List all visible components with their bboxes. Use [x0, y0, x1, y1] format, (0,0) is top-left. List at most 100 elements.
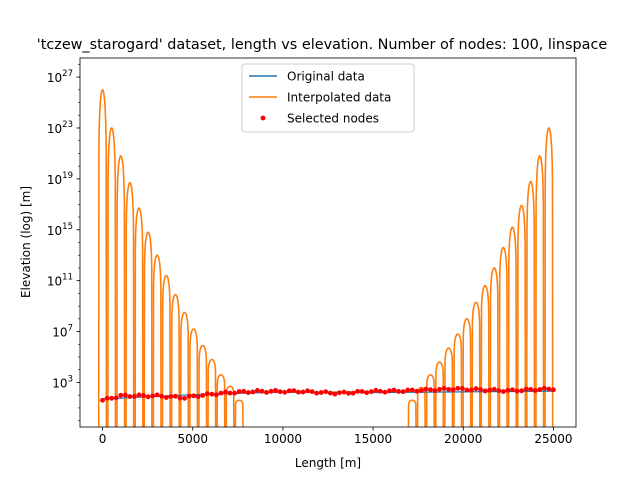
selected-node-marker — [551, 387, 556, 393]
selected-node-marker — [232, 390, 238, 396]
selected-node-marker — [469, 387, 474, 393]
selected-node-marker — [136, 392, 142, 398]
interpolated-peak — [498, 246, 508, 427]
interpolated-peak — [134, 207, 144, 427]
x-axis: 0 5000 10000 15000 20000 25000 — [99, 427, 573, 446]
selected-node-marker — [323, 389, 329, 395]
selected-node-marker — [100, 397, 105, 403]
interpolated-peak — [462, 318, 472, 427]
selected-node-marker — [368, 389, 374, 395]
legend-selected-nodes-swatch — [260, 115, 266, 121]
selected-node-marker — [409, 387, 415, 393]
selected-node-marker — [355, 388, 361, 394]
selected-node-marker — [218, 390, 224, 396]
selected-node-marker — [259, 388, 265, 394]
selected-node-marker — [127, 394, 133, 399]
selected-node-marker — [446, 387, 452, 392]
selected-node-marker — [528, 386, 534, 392]
y-tick-label: 1023 — [47, 120, 73, 136]
series-interpolated-data — [97, 88, 554, 427]
selected-node-marker — [314, 390, 320, 396]
interpolated-peak — [434, 361, 445, 427]
legend-interpolated-data-label: Interpolated data — [287, 91, 391, 105]
y-tick-base: 10 — [47, 122, 62, 136]
selected-node-marker — [264, 389, 269, 395]
y-tick-exponent: 15 — [62, 222, 73, 232]
selected-node-marker — [428, 387, 433, 393]
selected-node-marker — [168, 394, 174, 399]
interpolated-peak — [170, 293, 181, 427]
y-tick-label: 103 — [52, 374, 73, 390]
selected-node-marker — [295, 389, 301, 395]
selected-node-marker — [523, 386, 529, 392]
selected-node-marker — [273, 387, 279, 393]
selected-node-marker — [532, 388, 538, 393]
selected-node-marker — [141, 393, 146, 398]
interpolated-peak — [480, 284, 490, 427]
y-tick-exponent: 3 — [68, 374, 73, 384]
selected-node-marker — [309, 389, 315, 395]
selected-node-marker — [255, 388, 260, 393]
selected-node-marker — [387, 388, 392, 394]
selected-node-marker — [364, 390, 370, 396]
selected-node-marker — [514, 388, 520, 394]
selected-node-marker — [377, 388, 383, 394]
selected-node-marker — [300, 389, 306, 395]
y-tick-exponent: 19 — [62, 171, 73, 181]
y-tick-base: 10 — [47, 173, 62, 187]
y-tick-base: 10 — [47, 224, 62, 238]
selected-node-marker — [150, 393, 156, 399]
y-tick-exponent: 11 — [62, 273, 73, 283]
x-tick-label: 10000 — [264, 432, 302, 446]
x-tick-label: 5000 — [177, 432, 208, 446]
selected-node-marker — [441, 385, 447, 391]
interpolated-peak — [453, 333, 463, 427]
interpolated-peak — [189, 328, 199, 427]
selected-node-marker — [359, 389, 365, 394]
selected-node-marker — [182, 395, 187, 401]
selected-node-marker — [191, 393, 197, 399]
selected-node-marker — [505, 387, 511, 393]
selected-node-marker — [546, 386, 552, 392]
interpolated-peak — [535, 155, 545, 427]
interpolated-peak — [125, 181, 135, 427]
selected-node-marker — [391, 387, 397, 393]
selected-node-marker — [245, 390, 251, 395]
selected-node-marker — [122, 392, 128, 398]
selected-node-marker — [318, 390, 324, 395]
selected-node-marker — [177, 395, 183, 401]
selected-node-marker — [109, 395, 115, 401]
selected-node-marker — [305, 388, 310, 394]
x-tick-label: 25000 — [534, 432, 572, 446]
selected-node-marker — [227, 390, 233, 396]
selected-node-marker — [491, 386, 497, 392]
interpolated-peak — [198, 344, 208, 427]
selected-node-marker — [209, 391, 215, 397]
x-tick-label: 20000 — [444, 432, 482, 446]
selected-node-marker — [159, 393, 165, 399]
selected-node-marker — [104, 395, 110, 401]
selected-node-marker — [118, 392, 124, 398]
selected-node-marker — [373, 387, 379, 393]
selected-node-marker — [478, 387, 483, 392]
interpolated-peak — [544, 127, 554, 427]
selected-node-marker — [204, 391, 210, 397]
interpolated-peak — [425, 374, 436, 427]
selected-node-marker — [291, 388, 297, 394]
selected-node-marker — [282, 389, 288, 395]
interpolated-peak — [143, 231, 153, 427]
selected-node-marker — [186, 393, 192, 399]
selected-node-marker — [173, 393, 178, 399]
x-tick-label: 15000 — [354, 432, 392, 446]
selected-node-marker — [163, 395, 169, 400]
selected-node-marker — [437, 386, 442, 392]
interpolated-peak — [107, 127, 117, 427]
interpolated-peak — [179, 311, 190, 427]
selected-node-marker — [346, 390, 351, 396]
y-tick-label: 1011 — [47, 273, 73, 289]
interpolated-peak — [207, 358, 217, 427]
selected-node-marker — [455, 385, 461, 391]
selected-node-marker — [327, 390, 333, 396]
selected-node-marker — [537, 387, 543, 392]
